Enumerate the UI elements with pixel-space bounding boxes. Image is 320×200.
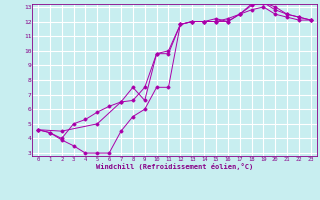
X-axis label: Windchill (Refroidissement éolien,°C): Windchill (Refroidissement éolien,°C)	[96, 163, 253, 170]
